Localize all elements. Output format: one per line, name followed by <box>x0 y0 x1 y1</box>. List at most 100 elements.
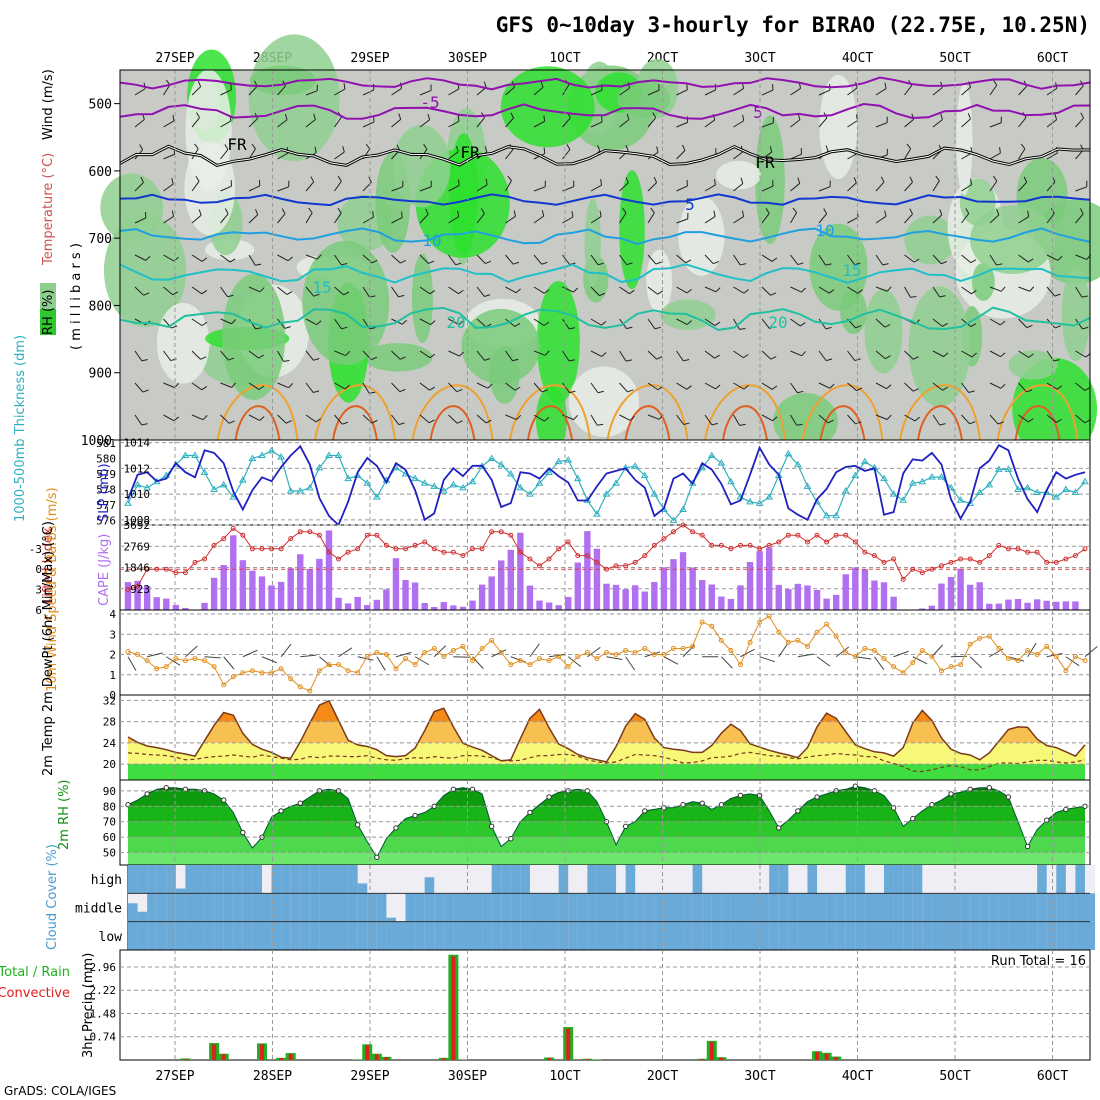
cloud-cell <box>931 893 942 922</box>
isotherm-label: 10 <box>422 231 441 250</box>
rh-point <box>412 812 418 819</box>
isotherm-label: 20 <box>446 313 465 332</box>
cloud-cell <box>204 865 215 894</box>
cape-bar <box>469 600 476 610</box>
wind-barb-flag <box>797 177 801 184</box>
rh-contour-patch <box>904 215 956 265</box>
rh-point <box>910 815 916 822</box>
cloud-grid <box>128 865 1090 950</box>
cloud-cell-bg <box>568 865 579 894</box>
wind-speed-point <box>623 647 629 653</box>
wind-barb <box>704 89 717 96</box>
wind-speed-point <box>958 662 964 668</box>
cloud-cell <box>625 865 636 894</box>
cape-bar <box>287 568 294 610</box>
wind-barb <box>875 88 887 96</box>
rh-contour-patch <box>500 66 595 148</box>
wind-barb-flag <box>912 356 919 360</box>
wind-barb-flag <box>171 210 175 217</box>
wind-barb <box>562 414 574 421</box>
wind-speed-point <box>967 641 973 647</box>
lifted-point <box>651 542 657 548</box>
wind-barb-flag <box>625 144 629 151</box>
precip-convective-bar <box>365 1045 370 1060</box>
wind-barb <box>248 118 258 128</box>
wind-barb-flag <box>939 295 946 298</box>
temperature-axis-label: 2m Temp 2m DewPt (6hr Min/Max) (°C) <box>41 521 56 776</box>
wind-barb <box>476 117 485 128</box>
red-contour <box>1014 405 1061 441</box>
cloud-cell <box>654 921 665 950</box>
lifted-point <box>623 563 629 569</box>
wind-barb <box>761 318 770 329</box>
surface-wind-barb <box>414 656 430 666</box>
wind-barb-flag <box>543 321 550 326</box>
cloud-cell-bg <box>529 865 541 894</box>
lifted-point <box>757 546 763 552</box>
wind-barb-flag <box>653 176 658 183</box>
wind-speed-point <box>1072 654 1078 660</box>
wind-barb <box>932 254 942 265</box>
wind-barb <box>505 215 516 224</box>
precip-convective-bar <box>585 1059 590 1060</box>
isotherm-label: 15 <box>842 261 861 280</box>
cloud-cell <box>147 893 158 922</box>
thickness-point <box>746 497 754 505</box>
wind-barb <box>932 87 943 96</box>
wind-barb-flag <box>792 207 798 213</box>
lifted-point <box>996 542 1002 548</box>
wind-barb <box>163 153 175 160</box>
wind-barb <box>134 414 143 426</box>
wind-barb <box>904 148 912 160</box>
wind-barb <box>961 118 971 128</box>
wind-barb <box>875 181 885 192</box>
red-contour <box>527 405 573 441</box>
cape-bar <box>239 560 247 610</box>
thickness-point <box>899 496 908 503</box>
rh-tick: 60 <box>103 831 116 844</box>
freezing-line-inner <box>119 145 1091 166</box>
wind-barb <box>875 122 888 128</box>
rh-contour-patch <box>248 34 340 162</box>
wind-barb-flag <box>650 207 655 214</box>
cape-bar <box>1043 600 1050 610</box>
wind-barb-flag <box>365 143 371 150</box>
wind-barb <box>875 350 886 360</box>
thickness-point <box>956 496 965 503</box>
slp-line <box>127 444 1086 527</box>
wind-barb-flag <box>829 383 835 389</box>
cape-bar <box>938 583 945 610</box>
lifted-point <box>670 529 676 535</box>
cape-bar <box>603 583 610 610</box>
wind-barb-flag <box>201 321 208 327</box>
wind-speed-point <box>163 664 169 670</box>
cloud-cell <box>750 893 761 922</box>
wind-barb <box>904 118 915 128</box>
rh-contour-patch <box>302 240 390 366</box>
cloud-cell-bg <box>1027 865 1038 894</box>
wind-speed-point <box>747 639 753 645</box>
wind-barb <box>134 182 144 192</box>
cape-bar <box>574 562 581 610</box>
surface-wind-barb <box>357 656 374 661</box>
wind-barb-flag <box>714 354 720 359</box>
wind-barb <box>391 186 403 192</box>
surface-wind-barb <box>204 656 221 659</box>
top-date-label: 5OCT <box>939 51 970 66</box>
lifted-point <box>546 556 552 562</box>
wind-barb <box>476 184 488 192</box>
cloud-cell <box>300 865 311 894</box>
wind-barb <box>647 212 655 224</box>
lifted-point <box>422 539 428 545</box>
wind-barb <box>562 318 570 330</box>
surface-wind-barb <box>376 656 386 671</box>
wind-barb <box>334 116 342 128</box>
surface-wind-barb <box>969 656 983 669</box>
wind-barb <box>334 212 342 224</box>
wind-barb-flag <box>371 356 378 361</box>
wind-speed-point <box>632 650 638 655</box>
cloud-cell <box>386 921 397 950</box>
wind-barb <box>448 254 456 266</box>
